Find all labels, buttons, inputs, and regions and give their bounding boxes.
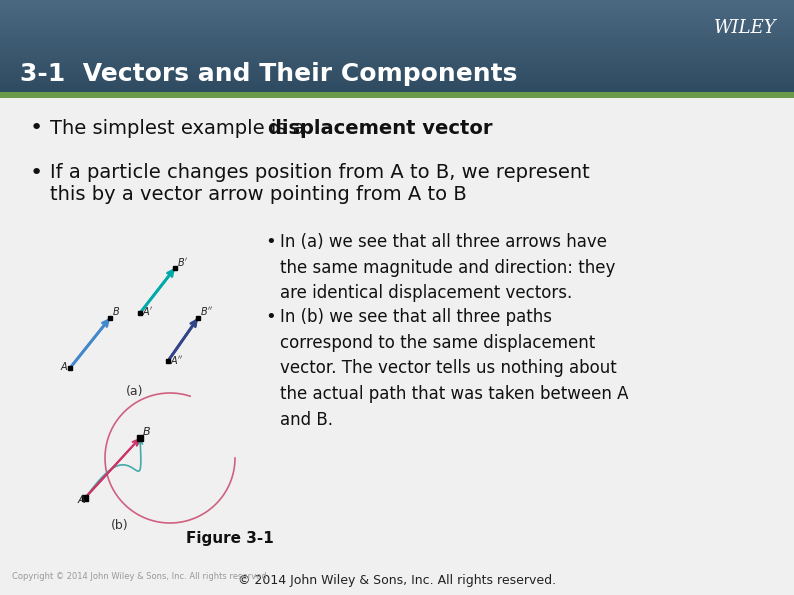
- Bar: [0, 71, 794, 74]
- Bar: [0, 60, 794, 62]
- Bar: [0, 27, 794, 30]
- Bar: [0, 48, 794, 51]
- Text: In (b) we see that all three paths
correspond to the same displacement
vector. T: In (b) we see that all three paths corre…: [280, 308, 629, 429]
- Bar: [0, 32, 794, 35]
- Text: $B$: $B$: [112, 305, 120, 317]
- Bar: [0, 43, 794, 46]
- Bar: [0, 37, 794, 40]
- Text: (a): (a): [126, 384, 144, 397]
- Bar: [0, 46, 794, 49]
- Bar: [0, 53, 794, 56]
- Text: $B$: $B$: [142, 425, 151, 437]
- Bar: [0, 87, 794, 90]
- Bar: [0, 16, 794, 19]
- Bar: [0, 42, 794, 44]
- Bar: [0, 76, 794, 79]
- Bar: [0, 83, 794, 86]
- Bar: [0, 18, 794, 21]
- Bar: [0, 67, 794, 70]
- Bar: [0, 69, 794, 72]
- Text: $A'$: $A'$: [142, 305, 154, 317]
- Text: $A$: $A$: [77, 493, 87, 505]
- Bar: [0, 74, 794, 76]
- Bar: [0, 0, 794, 3]
- Bar: [0, 11, 794, 14]
- Bar: [0, 39, 794, 42]
- Text: displacement vector: displacement vector: [268, 118, 493, 137]
- Text: 3-1  Vectors and Their Components: 3-1 Vectors and Their Components: [20, 62, 518, 86]
- Text: WILEY: WILEY: [713, 19, 776, 37]
- Bar: [0, 55, 794, 58]
- Bar: [0, 5, 794, 7]
- Bar: [0, 2, 794, 5]
- Text: $A$: $A$: [60, 360, 68, 372]
- Bar: [0, 9, 794, 12]
- Bar: [0, 14, 794, 17]
- Text: $B'$: $B'$: [177, 256, 188, 268]
- Text: •: •: [30, 118, 43, 138]
- Text: © 2014 John Wiley & Sons, Inc. All rights reserved.: © 2014 John Wiley & Sons, Inc. All right…: [238, 574, 556, 587]
- Bar: [0, 58, 794, 60]
- Bar: [0, 51, 794, 54]
- Text: Figure 3-1: Figure 3-1: [186, 531, 274, 546]
- Text: •: •: [265, 308, 276, 326]
- Text: In (a) we see that all three arrows have
the same magnitude and direction: they
: In (a) we see that all three arrows have…: [280, 233, 615, 302]
- Bar: [0, 62, 794, 65]
- Text: The simplest example is a: The simplest example is a: [50, 118, 311, 137]
- Text: If a particle changes position from A to B, we represent: If a particle changes position from A to…: [50, 164, 590, 183]
- Text: Copyright © 2014 John Wiley & Sons, Inc. All rights reserved.: Copyright © 2014 John Wiley & Sons, Inc.…: [12, 572, 269, 581]
- Text: $B''$: $B''$: [200, 305, 213, 317]
- Bar: [0, 26, 794, 28]
- Text: •: •: [30, 163, 43, 183]
- Bar: [0, 92, 794, 98]
- Bar: [0, 80, 794, 83]
- Text: this by a vector arrow pointing from A to B: this by a vector arrow pointing from A t…: [50, 186, 467, 205]
- Bar: [0, 21, 794, 23]
- Bar: [0, 64, 794, 67]
- Bar: [0, 78, 794, 81]
- Text: •: •: [265, 233, 276, 251]
- Text: $A''$: $A''$: [170, 354, 183, 366]
- Bar: [0, 30, 794, 33]
- Text: (b): (b): [111, 519, 129, 533]
- Bar: [0, 90, 794, 92]
- Bar: [0, 7, 794, 10]
- Bar: [0, 35, 794, 37]
- Bar: [0, 85, 794, 88]
- Bar: [0, 23, 794, 26]
